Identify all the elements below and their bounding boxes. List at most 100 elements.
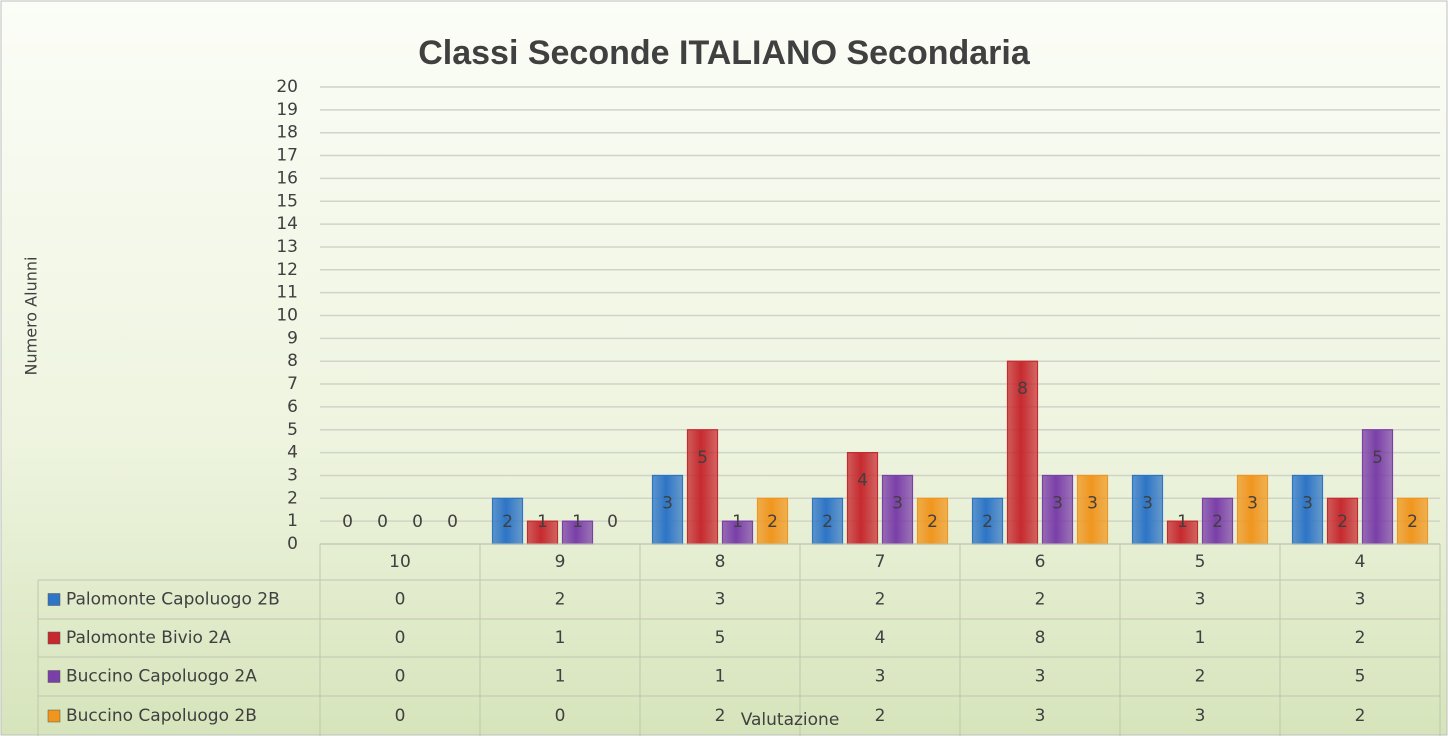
y-tick-label: 16 xyxy=(276,168,298,188)
data-label: 3 xyxy=(1142,493,1153,513)
table-cell: 5 xyxy=(1355,667,1366,687)
table-cell: 0 xyxy=(395,706,406,726)
table-cell: 3 xyxy=(875,667,886,687)
data-label: 3 xyxy=(1302,493,1313,513)
y-tick-label: 13 xyxy=(276,237,298,257)
bar xyxy=(881,474,914,545)
table-cell: 1 xyxy=(715,667,726,687)
y-tick-label: 3 xyxy=(287,465,298,485)
chart-title: Classi Seconde ITALIANO Secondaria xyxy=(418,34,1031,72)
y-tick-label: 9 xyxy=(287,328,298,348)
bar xyxy=(971,497,1004,545)
bar xyxy=(491,497,524,545)
y-tick-label: 6 xyxy=(287,397,298,417)
x-tick-label: 7 xyxy=(875,552,886,572)
x-axis-label: Valutazione xyxy=(741,710,840,730)
data-label: 0 xyxy=(412,512,423,532)
table-cell: 0 xyxy=(555,706,566,726)
bar xyxy=(846,452,879,545)
data-label: 3 xyxy=(1247,493,1258,513)
table-cell: 3 xyxy=(1195,706,1206,726)
x-tick-label: 4 xyxy=(1355,552,1366,572)
table-cell: 2 xyxy=(875,590,886,610)
y-axis-label: Numero Alunni xyxy=(22,257,41,376)
table-cell: 2 xyxy=(1355,628,1366,648)
data-label: 0 xyxy=(447,512,458,532)
table-cell: 0 xyxy=(395,628,406,648)
y-tick-label: 15 xyxy=(276,191,298,211)
table-cell: 0 xyxy=(395,590,406,610)
table-cell: 8 xyxy=(1035,628,1046,648)
y-tick-label: 12 xyxy=(276,260,298,280)
bar xyxy=(1236,474,1269,545)
table-cell: 3 xyxy=(1195,590,1206,610)
data-label: 0 xyxy=(607,512,618,532)
data-label: 2 xyxy=(822,512,833,532)
x-tick-label: 6 xyxy=(1035,552,1046,572)
y-tick-label: 20 xyxy=(276,77,298,97)
bar xyxy=(1361,429,1394,545)
legend-key xyxy=(47,631,61,645)
legend-key xyxy=(47,709,61,723)
legend-label: Palomonte Capoluogo 2B xyxy=(66,590,280,610)
legend-key xyxy=(47,670,61,683)
data-label: 0 xyxy=(342,512,353,532)
bar xyxy=(1326,497,1359,545)
data-label: 2 xyxy=(1407,512,1418,532)
x-tick-label: 8 xyxy=(715,552,726,572)
data-label: 2 xyxy=(1337,512,1348,532)
table-cell: 3 xyxy=(1035,706,1046,726)
bar xyxy=(1006,360,1039,545)
data-label: 2 xyxy=(502,512,513,532)
legend-label: Palomonte Bivio 2A xyxy=(66,628,231,648)
y-tick-label: 1 xyxy=(287,511,298,531)
y-tick-label: 2 xyxy=(287,488,298,508)
data-label: 1 xyxy=(1177,512,1188,532)
table-cell: 1 xyxy=(555,667,566,687)
y-tick-label: 11 xyxy=(276,283,298,303)
table-cell: 2 xyxy=(1355,706,1366,726)
table-cell: 2 xyxy=(555,590,566,610)
y-tick-label: 17 xyxy=(276,146,298,166)
x-tick-label: 10 xyxy=(389,552,411,572)
table-cell: 2 xyxy=(1035,590,1046,610)
data-label: 2 xyxy=(1212,512,1223,532)
y-tick-label: 4 xyxy=(287,443,298,463)
bar xyxy=(686,429,719,545)
table-cell: 1 xyxy=(555,628,566,648)
data-label: 8 xyxy=(1017,379,1028,399)
y-tick-label: 14 xyxy=(276,214,298,234)
y-tick-label: 8 xyxy=(287,351,298,371)
legend-label: Buccino Capoluogo 2A xyxy=(66,667,257,687)
data-label: 0 xyxy=(377,512,388,532)
y-tick-label: 7 xyxy=(287,374,298,394)
table-cell: 3 xyxy=(1355,590,1366,610)
data-label: 3 xyxy=(1087,493,1098,513)
bar xyxy=(1131,474,1164,545)
y-tick-label: 5 xyxy=(287,420,298,440)
x-tick-label: 9 xyxy=(555,552,566,572)
data-label: 3 xyxy=(1052,493,1063,513)
table-cell: 5 xyxy=(715,628,726,648)
y-tick-label: 10 xyxy=(276,306,298,326)
table-cell: 2 xyxy=(715,706,726,726)
data-label: 2 xyxy=(982,512,993,532)
table-cell: 4 xyxy=(875,628,886,648)
data-label: 3 xyxy=(662,493,673,513)
data-label: 1 xyxy=(732,512,743,532)
data-label: 5 xyxy=(1372,448,1383,468)
table-cell: 3 xyxy=(1035,667,1046,687)
data-label: 3 xyxy=(892,493,903,513)
y-tick-label: 18 xyxy=(276,123,298,143)
data-label: 4 xyxy=(857,471,868,491)
data-label: 2 xyxy=(767,512,778,532)
legend-key xyxy=(47,593,61,606)
table-cell: 2 xyxy=(875,706,886,726)
bar xyxy=(811,497,844,545)
table-cell: 2 xyxy=(1195,667,1206,687)
x-tick-label: 5 xyxy=(1195,552,1206,572)
legend-label: Buccino Capoluogo 2B xyxy=(66,706,257,726)
